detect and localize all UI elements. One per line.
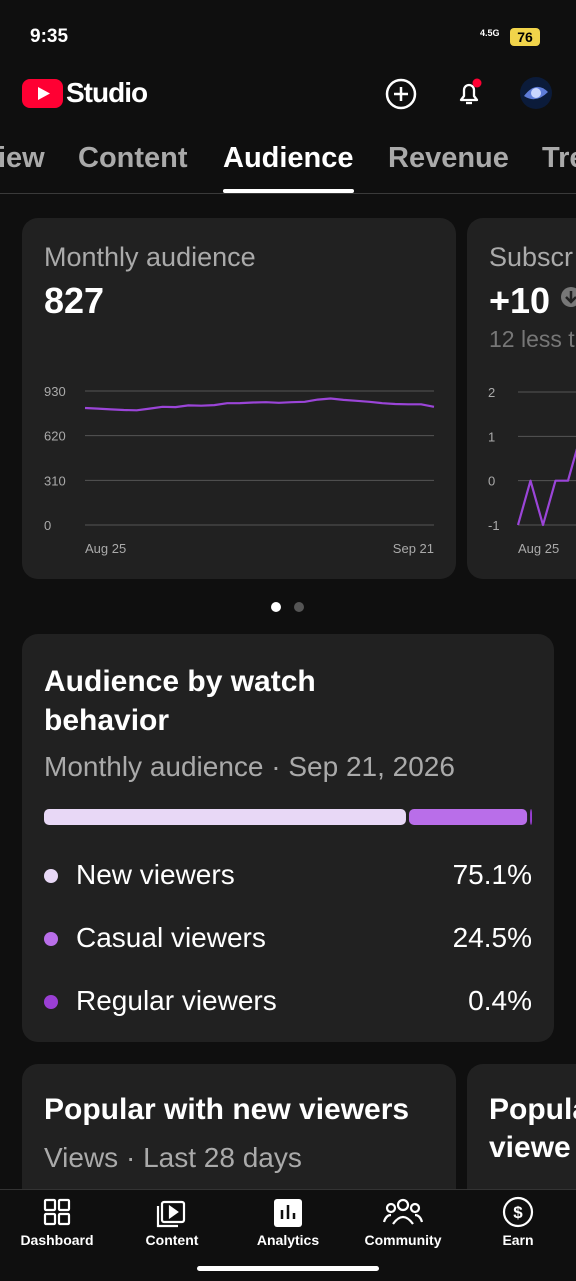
card-note: 12 less t [489,326,575,352]
card-title: Subscr [489,242,574,272]
nav-item[interactable]: Analytics [256,1232,320,1248]
tab-indicator [223,189,354,193]
legend-value: 75.1% [452,859,532,890]
segment [408,809,528,825]
card-subtitle: Monthly audience · Sep 21, 2026 [44,751,455,782]
tab[interactable]: Tre [542,142,576,174]
avatar[interactable] [519,76,553,110]
y-tick-label: 310 [44,473,66,488]
y-tick-label: 620 [44,429,66,444]
segment [44,809,406,825]
pager [271,602,304,612]
tab-divider [0,193,576,194]
y-tick-label: 2 [488,385,495,400]
svg-text:$: $ [513,1203,523,1222]
legend-label: Casual viewers [76,922,266,953]
tab[interactable]: Audience [223,142,354,174]
nav-icons: $ [43,1196,534,1228]
x-tick-label: Sep 21 [393,541,434,556]
monthly-audience-card[interactable]: Monthly audience 827 0 310 620 930 Aug 25 Sep… [22,218,456,579]
card-title: Monthly audience [44,242,256,272]
status-network: 4.5G [480,28,500,38]
line-chart: -1 0 1 2 Aug 25 [488,385,576,556]
nav-item[interactable]: Content [145,1232,199,1248]
tab[interactable]: iew [0,142,45,174]
legend-dot [44,869,58,883]
card-title: Audience by watch behavior [44,665,316,737]
status-time: 9:35 [30,26,69,47]
card-title: Popular with new viewers [44,1093,410,1126]
card-value: +10 [489,280,551,321]
home-indicator [197,1266,379,1271]
tab[interactable]: Revenue [388,142,509,174]
card-title: viewe [489,1131,571,1164]
data-line [84,397,435,412]
tab[interactable]: Content [78,142,188,174]
down-icon [561,287,576,307]
brand: Studio [66,77,148,108]
card-value: 827 [44,280,105,321]
y-tick-label: 0 [44,518,51,533]
legend-value: 0.4% [468,985,532,1016]
nav-item[interactable]: Community [364,1232,442,1248]
youtube-logo [22,79,63,108]
create-button[interactable] [384,77,418,111]
legend-label: New viewers [76,859,235,890]
card-title: Popula [489,1093,576,1126]
y-tick-label: 1 [488,429,495,444]
notifications-button[interactable] [452,76,486,110]
subscribers-card[interactable]: Subscr +10 12 less t -1 0 1 2 Aug 25 [467,218,576,579]
status-battery: 76 [510,28,540,46]
y-tick-label: 930 [44,384,66,399]
nav-item[interactable]: Dashboard [20,1232,94,1248]
x-tick-label: Aug 25 [518,541,559,556]
y-tick-label: -1 [488,518,500,533]
segment-bar [44,809,532,825]
legend-dot [44,932,58,946]
watch-behavior-card[interactable]: Audience by watch behavior Monthly audie… [22,634,554,1042]
legend-dot [44,995,58,1009]
nav-item[interactable]: Earn [502,1232,534,1248]
x-tick-label: Aug 25 [85,541,126,556]
legend-label: Regular viewers [76,985,277,1016]
segment [530,809,532,825]
y-tick-label: 0 [488,474,495,489]
line-chart: 0 310 620 930 Aug 25 Sep 21 [44,384,435,556]
card-subtitle: Views · Last 28 days [44,1142,302,1173]
legend-value: 24.5% [452,922,532,953]
data-line [516,448,576,527]
